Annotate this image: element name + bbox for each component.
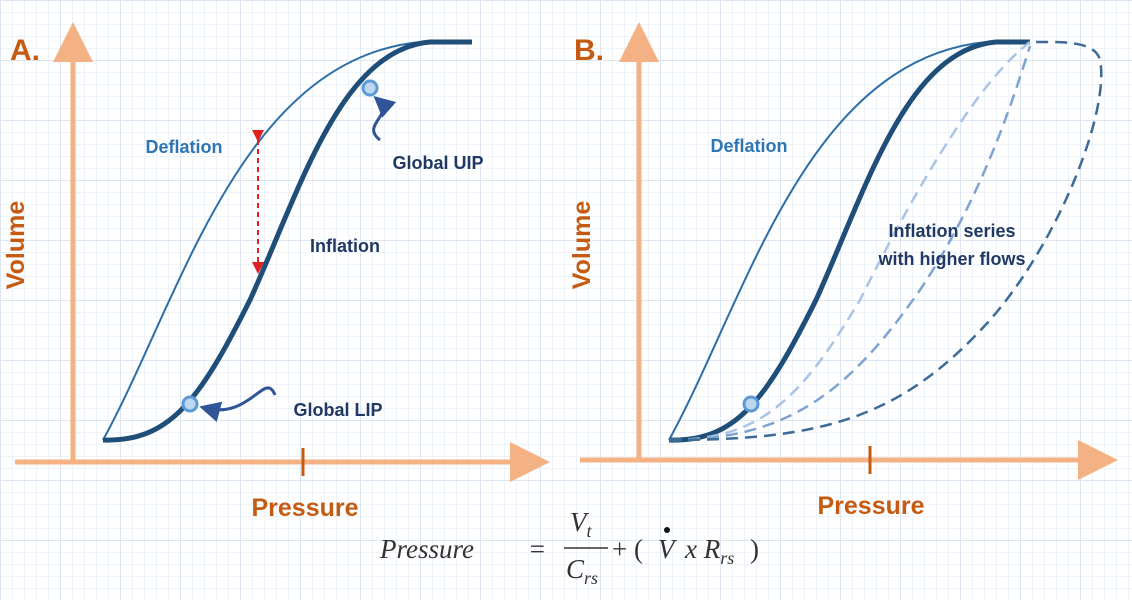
formula-lhs: Pressure: [379, 534, 474, 564]
flow-curve: [668, 45, 1032, 442]
subscript: rs: [720, 548, 734, 568]
formula-equals: =: [528, 534, 546, 564]
lip-pointer: [199, 386, 277, 422]
inflation-label: Inflation: [310, 236, 380, 256]
panel-b-axes: [580, 22, 1118, 480]
panel-letter: A.: [10, 34, 40, 67]
symbol: x R: [684, 534, 721, 564]
deflation-label: Deflation: [710, 136, 787, 156]
x-axis-label: Pressure: [817, 492, 924, 520]
panel-a-axes: [15, 22, 550, 482]
formula-flow: V: [658, 534, 678, 564]
subscript: t: [587, 521, 593, 541]
formula-times: x Rrs: [684, 534, 734, 568]
formula: Pressure = Vt Crs + ( V x Rrs ): [379, 507, 759, 588]
lip-label: Global LIP: [293, 400, 382, 420]
flow-curve: [668, 41, 1031, 442]
formula-plus: + (: [612, 534, 643, 564]
lip-point: [742, 395, 760, 413]
flow-curve: [668, 40, 1103, 442]
inflation-curve: [668, 39, 1030, 443]
series-label: with higher flows: [878, 249, 1026, 269]
deflation-curve: [102, 41, 470, 441]
y-axis-label: Volume: [568, 201, 596, 290]
deflation-curve: [668, 41, 1030, 441]
uip-point: [361, 79, 379, 97]
uip-label: Global UIP: [392, 153, 483, 173]
lip-point: [181, 395, 199, 413]
symbol: C: [566, 554, 585, 584]
flow-dot: [664, 527, 670, 533]
panel-letter: B.: [574, 34, 604, 67]
inflation-curve: [102, 39, 472, 443]
series-label: Inflation series: [888, 221, 1015, 241]
y-axis-label: Volume: [2, 201, 30, 290]
uip-pointer: [372, 96, 397, 142]
formula-denominator: Crs: [566, 554, 598, 588]
symbol: V: [570, 507, 590, 537]
formula-numerator: Vt: [570, 507, 593, 541]
formula-close: ): [750, 534, 759, 564]
deflation-label: Deflation: [145, 137, 222, 157]
x-axis-label: Pressure: [251, 494, 358, 522]
subscript: rs: [584, 568, 598, 588]
